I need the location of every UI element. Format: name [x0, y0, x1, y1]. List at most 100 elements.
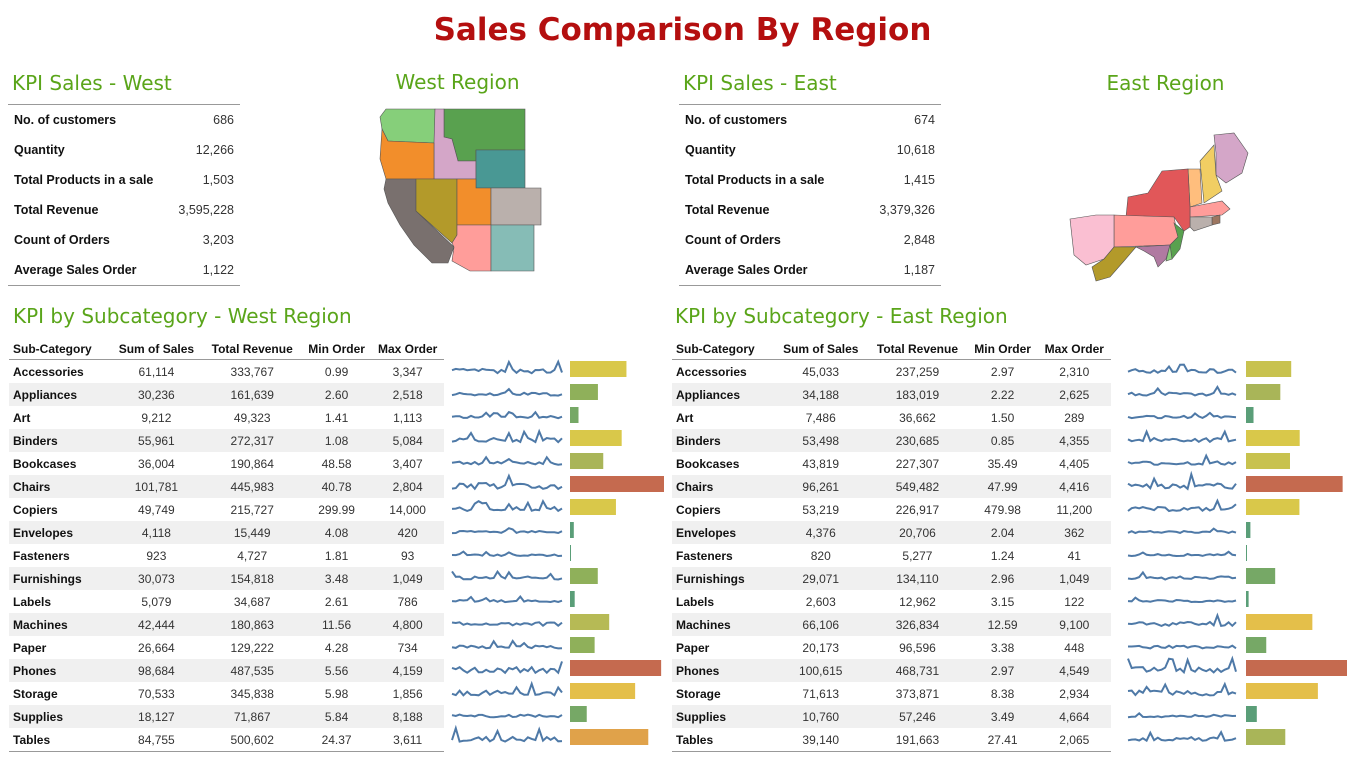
sales-bar[interactable]	[570, 453, 604, 469]
sales-bar[interactable]	[1246, 545, 1247, 561]
table-row[interactable]: Appliances 34,188 183,019 2.22 2,625	[672, 383, 1111, 406]
table-row[interactable]: Furnishings 29,071 134,110 2.96 1,049	[672, 567, 1111, 590]
table-row[interactable]: Fasteners 923 4,727 1.81 93	[9, 544, 444, 567]
table-row[interactable]: Machines 42,444 180,863 11.56 4,800	[9, 613, 444, 636]
map-state-vermont[interactable]	[1187, 168, 1203, 208]
sales-bar[interactable]	[1246, 706, 1257, 722]
table-row[interactable]: Phones 100,615 468,731 2.97 4,549	[672, 659, 1111, 682]
map-state-rhode-island[interactable]	[1211, 214, 1221, 226]
table-row[interactable]: Tables 39,140 191,663 27.41 2,065	[672, 728, 1111, 752]
value-cell: 129,222	[230, 640, 274, 655]
table-row[interactable]: Furnishings 30,073 154,818 3.48 1,049	[9, 567, 444, 590]
table-row[interactable]: Chairs 96,261 549,482 47.99 4,416	[672, 475, 1111, 498]
sales-bar[interactable]	[570, 499, 616, 515]
sparkline	[1127, 655, 1237, 675]
sales-bar[interactable]	[570, 591, 575, 607]
sales-bar[interactable]	[570, 545, 571, 561]
column-header[interactable]: Min Order	[301, 338, 372, 360]
sales-bar[interactable]	[1246, 522, 1251, 538]
map-state-maryland[interactable]	[1134, 244, 1171, 268]
table-row[interactable]: Machines 66,106 326,834 12.59 9,100	[672, 613, 1111, 636]
map-state-pennsylvania[interactable]	[1113, 214, 1179, 248]
column-header[interactable]: Max Order	[1037, 338, 1111, 360]
map-state-new-mexico[interactable]	[490, 224, 535, 272]
table-row[interactable]: Binders 53,498 230,685 0.85 4,355	[672, 429, 1111, 452]
sales-bar[interactable]	[1246, 729, 1286, 745]
sales-bar[interactable]	[570, 407, 579, 423]
sales-bar[interactable]	[570, 614, 610, 630]
table-row[interactable]: Appliances 30,236 161,639 2.60 2,518	[9, 383, 444, 406]
sales-bar[interactable]	[570, 361, 627, 377]
table-row[interactable]: Art 9,212 49,323 1.41 1,113	[9, 406, 444, 429]
table-row[interactable]: Envelopes 4,376 20,706 2.04 362	[672, 521, 1111, 544]
table-row[interactable]: Accessories 61,114 333,767 0.99 3,347	[9, 360, 444, 384]
sales-bar[interactable]	[1246, 637, 1267, 653]
sales-bar[interactable]	[1246, 499, 1300, 515]
table-row[interactable]: Art 7,486 36,662 1.50 289	[672, 406, 1111, 429]
value-cell: 43,819	[802, 456, 840, 471]
value-cell: 2.96	[967, 567, 1038, 590]
table-row[interactable]: Storage 71,613 373,871 8.38 2,934	[672, 682, 1111, 705]
table-row[interactable]: Accessories 45,033 237,259 2.97 2,310	[672, 360, 1111, 384]
table-row[interactable]: Paper 20,173 96,596 3.38 448	[672, 636, 1111, 659]
table-row[interactable]: Binders 55,961 272,317 1.08 5,084	[9, 429, 444, 452]
sales-bar[interactable]	[570, 430, 622, 446]
column-header[interactable]: Total Revenue	[202, 338, 302, 360]
map-state-west-virginia[interactable]	[1091, 246, 1137, 282]
column-header[interactable]: Sub-Category	[672, 338, 775, 360]
sales-bar[interactable]	[570, 637, 595, 653]
table-row[interactable]: Phones 98,684 487,535 5.56 4,159	[9, 659, 444, 682]
sales-bar[interactable]	[1246, 476, 1343, 492]
map-state-new-hampshire[interactable]	[1199, 144, 1223, 204]
sales-bar[interactable]	[570, 476, 664, 492]
map-state-connecticut[interactable]	[1189, 216, 1213, 232]
east-sparklines	[1127, 363, 1237, 743]
sales-bar[interactable]	[1246, 660, 1347, 676]
sales-bar[interactable]	[1246, 453, 1290, 469]
sales-bar[interactable]	[570, 568, 598, 584]
column-header[interactable]: Sum of Sales	[110, 338, 203, 360]
map-state-washington[interactable]	[379, 108, 436, 144]
table-row[interactable]: Chairs 101,781 445,983 40.78 2,804	[9, 475, 444, 498]
table-row[interactable]: Fasteners 820 5,277 1.24 41	[672, 544, 1111, 567]
sales-bar[interactable]	[570, 683, 636, 699]
map-state-delaware[interactable]	[1165, 244, 1173, 262]
column-header[interactable]: Min Order	[967, 338, 1038, 360]
sales-bar[interactable]	[1246, 361, 1292, 377]
table-row[interactable]: Supplies 10,760 57,246 3.49 4,664	[672, 705, 1111, 728]
sales-bar[interactable]	[570, 706, 587, 722]
table-row[interactable]: Copiers 53,219 226,917 479.98 11,200	[672, 498, 1111, 521]
table-row[interactable]: Bookcases 36,004 190,864 48.58 3,407	[9, 452, 444, 475]
east-region-map[interactable]	[1066, 131, 1262, 283]
table-row[interactable]: Bookcases 43,819 227,307 35.49 4,405	[672, 452, 1111, 475]
table-row[interactable]: Copiers 49,749 215,727 299.99 14,000	[9, 498, 444, 521]
sales-bar[interactable]	[570, 660, 662, 676]
column-header[interactable]: Sub-Category	[9, 338, 111, 360]
sales-bar[interactable]	[570, 522, 574, 538]
table-row[interactable]: Labels 2,603 12,962 3.15 122	[672, 590, 1111, 613]
sales-bar[interactable]	[1246, 407, 1254, 423]
table-row[interactable]: Paper 26,664 129,222 4.28 734	[9, 636, 444, 659]
sales-bar[interactable]	[1246, 683, 1318, 699]
west-region-map[interactable]	[378, 107, 544, 273]
map-state-wyoming[interactable]	[475, 149, 526, 189]
table-row[interactable]: Supplies 18,127 71,867 5.84 8,188	[9, 705, 444, 728]
value-cell: 7,486	[805, 410, 836, 425]
sales-bar[interactable]	[1246, 591, 1249, 607]
table-row[interactable]: Storage 70,533 345,838 5.98 1,856	[9, 682, 444, 705]
table-row[interactable]: Labels 5,079 34,687 2.61 786	[9, 590, 444, 613]
column-header[interactable]: Max Order	[371, 338, 444, 360]
sales-bar[interactable]	[1246, 430, 1300, 446]
sales-bar[interactable]	[1246, 384, 1281, 400]
table-row[interactable]: Tables 84,755 500,602 24.37 3,611	[9, 728, 444, 752]
sales-bar[interactable]	[570, 384, 598, 400]
map-state-arizona[interactable]	[451, 224, 492, 272]
table-row[interactable]: Envelopes 4,118 15,449 4.08 420	[9, 521, 444, 544]
map-state-colorado[interactable]	[490, 187, 542, 226]
column-header[interactable]: Sum of Sales	[774, 338, 868, 360]
sales-bar[interactable]	[1246, 614, 1313, 630]
map-state-maine[interactable]	[1213, 132, 1249, 184]
column-header[interactable]: Total Revenue	[867, 338, 968, 360]
sales-bar[interactable]	[570, 729, 649, 745]
sales-bar[interactable]	[1246, 568, 1276, 584]
